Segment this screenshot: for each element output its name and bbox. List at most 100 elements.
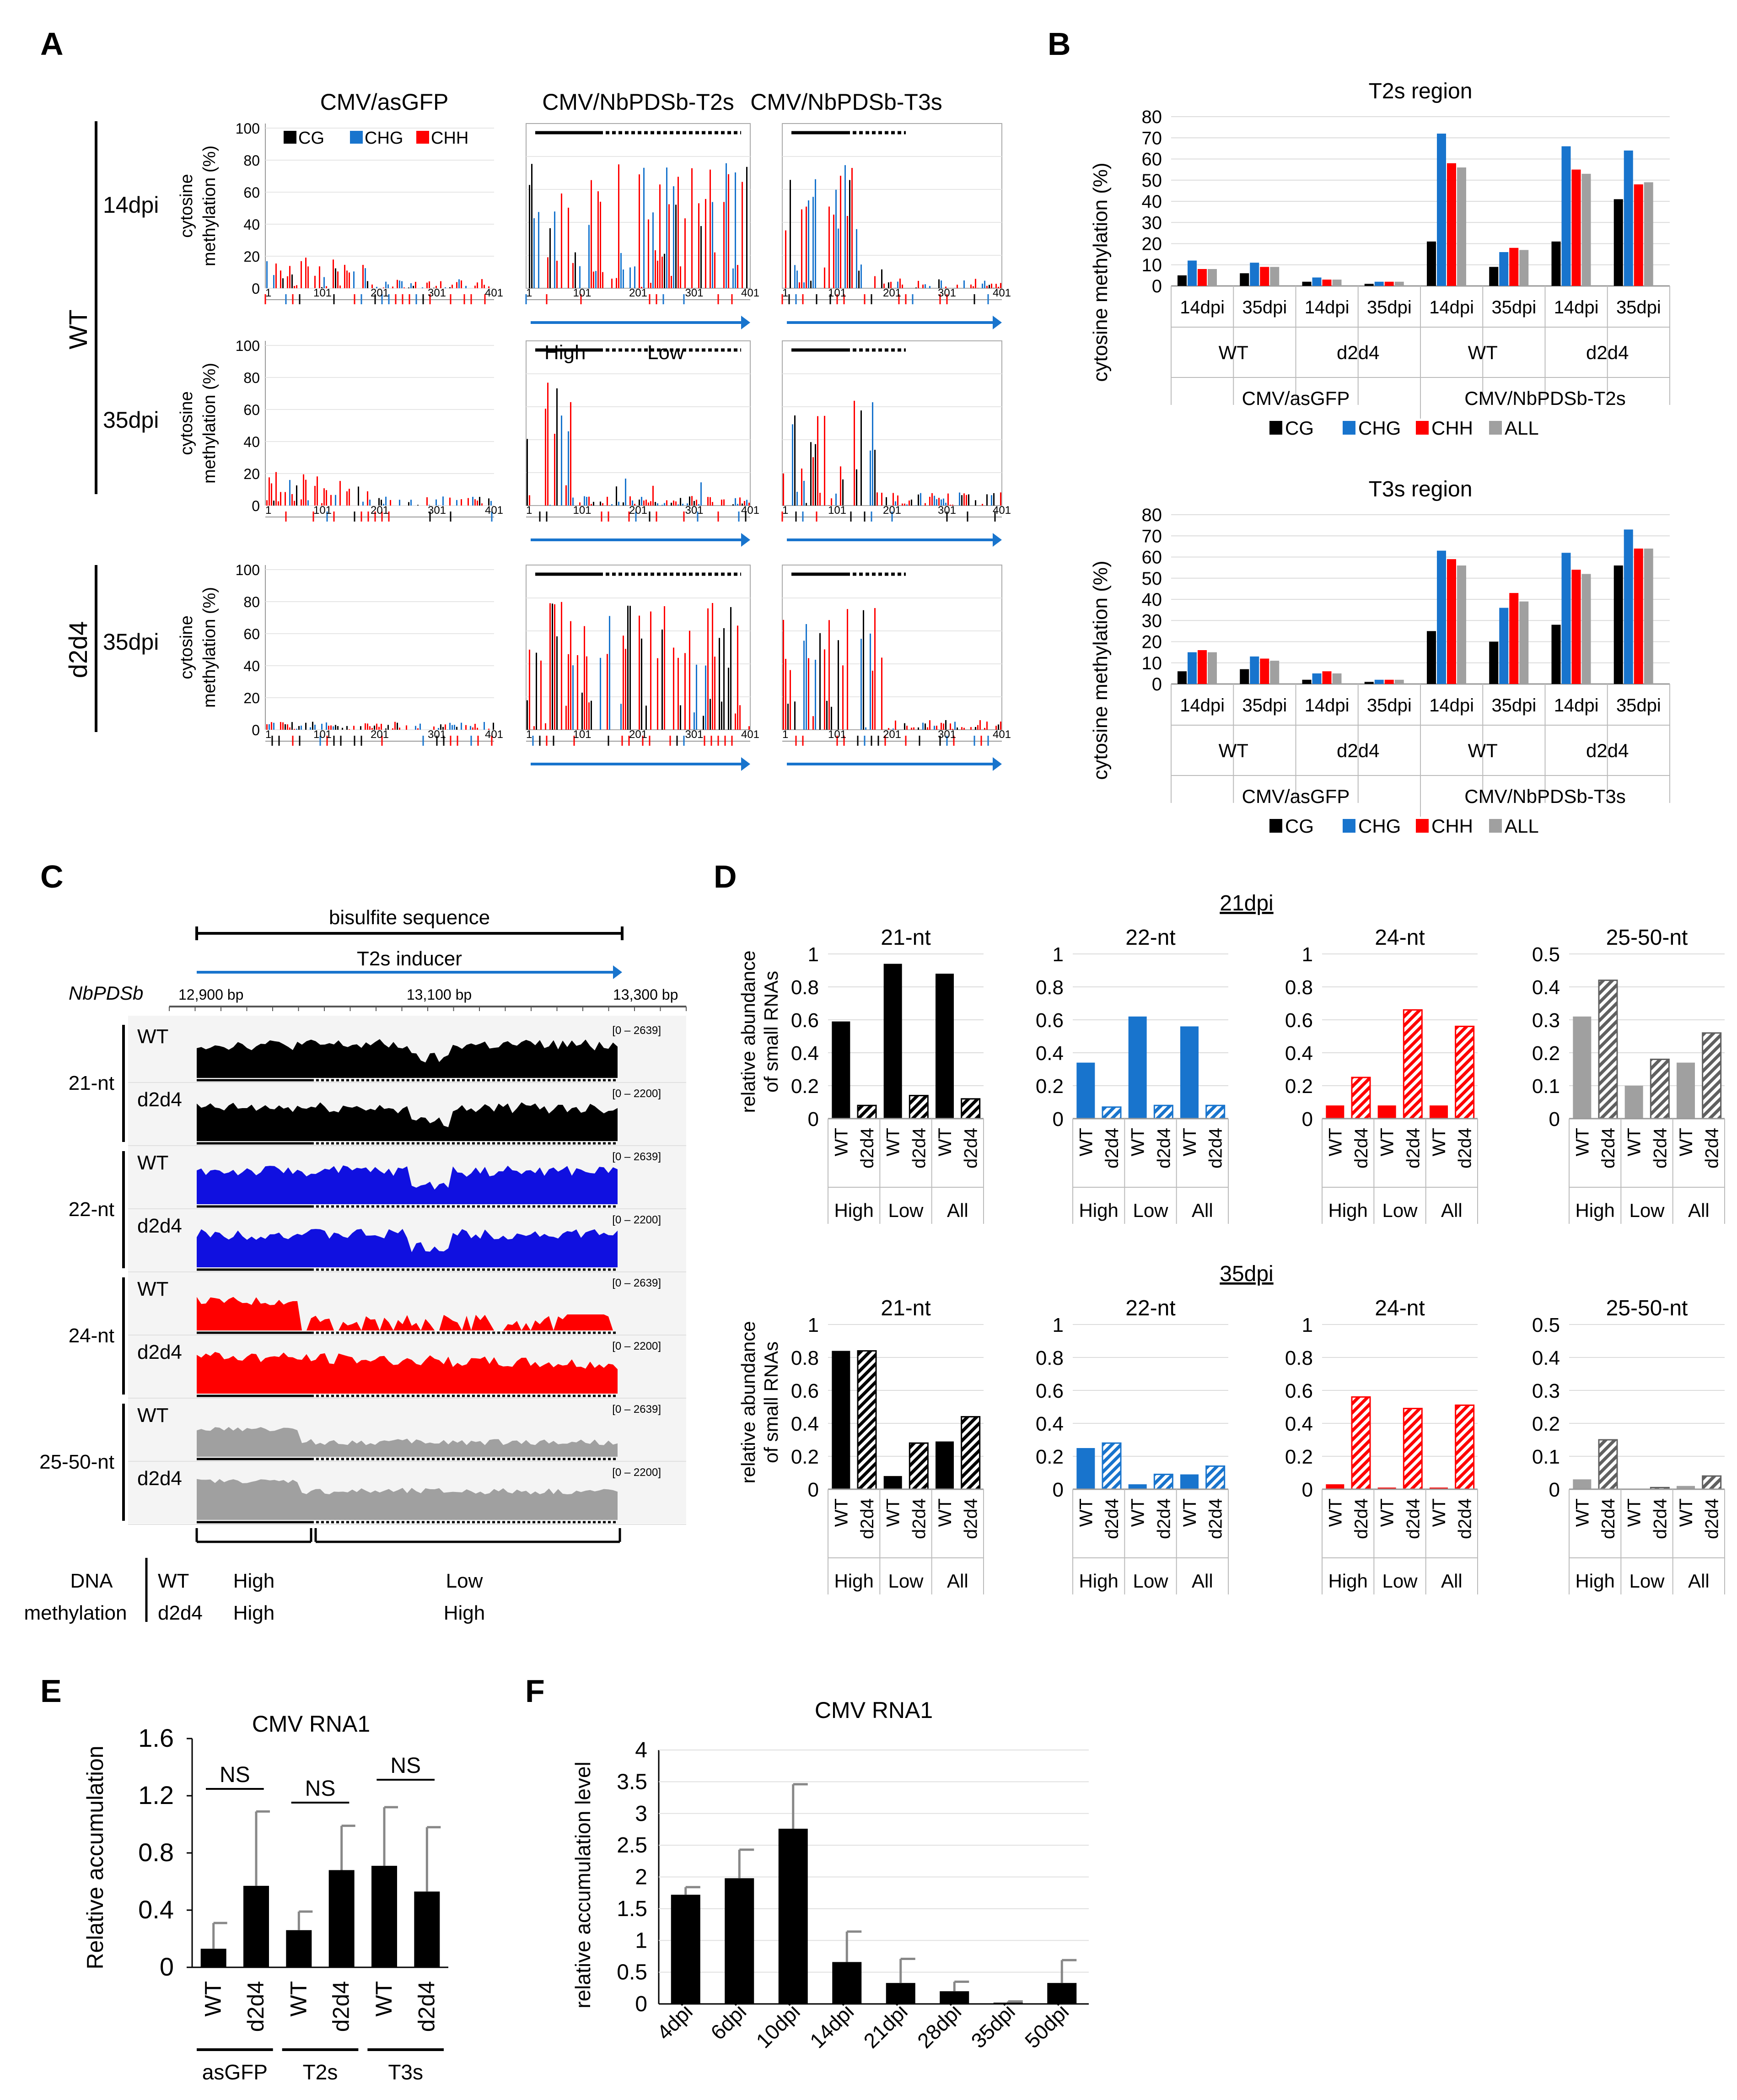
methyl-bar bbox=[824, 416, 825, 506]
legend-label-chg: CHG bbox=[1358, 417, 1401, 439]
bar-all bbox=[1270, 267, 1279, 286]
methyl-bar bbox=[982, 284, 983, 288]
methyl-bar bbox=[367, 723, 368, 730]
methyl-bar bbox=[572, 665, 574, 730]
y-axis-label: cytosine bbox=[177, 391, 196, 455]
y-tick: 0.8 bbox=[1036, 1347, 1064, 1369]
bar-chg bbox=[1437, 134, 1446, 286]
methyl-bar bbox=[989, 285, 990, 288]
high-label: High bbox=[544, 341, 586, 364]
bar-wt bbox=[1076, 1448, 1095, 1489]
y-axis-label: of small RNAs bbox=[760, 971, 782, 1093]
methyl-bar bbox=[710, 699, 711, 730]
x-tick: 1 bbox=[526, 287, 532, 299]
methyl-bar bbox=[904, 504, 905, 506]
x-group-label: High bbox=[1575, 1200, 1614, 1221]
methyl-bar bbox=[728, 668, 729, 730]
bar-chh bbox=[1634, 184, 1643, 286]
methyl-bar bbox=[349, 729, 350, 730]
y-tick: 1 bbox=[808, 943, 819, 966]
methyl-bar bbox=[703, 716, 704, 730]
x-bar-label: WT bbox=[883, 1498, 903, 1527]
y-tick: 40 bbox=[243, 434, 260, 450]
methyl-bar bbox=[810, 442, 812, 506]
methyl-bar bbox=[664, 503, 665, 506]
y-tick: 0 bbox=[1152, 674, 1162, 695]
methyl-bar bbox=[600, 658, 601, 730]
time-label: 21dpi bbox=[1220, 891, 1273, 915]
y-axis-label: relative accumulation level bbox=[571, 1761, 595, 2008]
methyl-bar bbox=[872, 402, 873, 506]
x-bar-label: WT bbox=[1676, 1498, 1696, 1527]
methyl-bar bbox=[860, 264, 862, 288]
x-tick: 201 bbox=[883, 728, 901, 741]
y-tick: 0.6 bbox=[1036, 1380, 1064, 1402]
methyl-bar bbox=[710, 170, 711, 288]
x-genotype: d2d4 bbox=[1586, 342, 1629, 363]
bar-chh bbox=[1447, 163, 1456, 286]
genotype-label-d2d4: d2d4 bbox=[64, 621, 92, 678]
x-tick: 301 bbox=[938, 728, 956, 741]
y-tick: 0.8 bbox=[1285, 1347, 1313, 1369]
methyl-bar bbox=[838, 640, 839, 730]
x-tick: 101 bbox=[828, 287, 846, 299]
methyl-bar bbox=[577, 655, 578, 730]
panel-label-a: A bbox=[40, 26, 64, 62]
methyl-bar bbox=[657, 503, 658, 506]
y-tick: 0.4 bbox=[791, 1042, 819, 1065]
methyl-bar bbox=[296, 285, 297, 288]
bar-d2d4 bbox=[1352, 1397, 1370, 1489]
methyl-bar bbox=[918, 495, 919, 506]
bar-chh bbox=[1634, 549, 1643, 684]
y-tick: 1.5 bbox=[617, 1897, 647, 1921]
legend-label-chg: CHG bbox=[365, 129, 403, 148]
y-axis-label: cytosine bbox=[177, 174, 196, 237]
bar-wt bbox=[936, 1442, 954, 1489]
x-genotype: WT bbox=[1219, 342, 1248, 363]
methyl-bar bbox=[865, 727, 866, 730]
bar-chg bbox=[1312, 673, 1322, 684]
y-tick: 50 bbox=[1142, 569, 1162, 589]
x-bar-label: d2d4 bbox=[1351, 1128, 1371, 1168]
x-tick: 301 bbox=[685, 728, 703, 741]
methyl-bar bbox=[680, 498, 681, 506]
x-tick-dpi: 14dpi bbox=[1305, 297, 1350, 318]
methyl-bar bbox=[581, 693, 583, 730]
x-tick: 401 bbox=[993, 728, 1011, 741]
bar-all bbox=[1519, 250, 1528, 286]
methyl-bar bbox=[275, 472, 277, 506]
bar-d2d4 bbox=[1154, 1475, 1172, 1489]
methyl-bar bbox=[465, 725, 467, 730]
methyl-bar bbox=[934, 726, 935, 730]
legend-label-chh: CHH bbox=[431, 129, 468, 148]
size-title: 21-nt bbox=[881, 1296, 930, 1320]
y-tick: 0.4 bbox=[1532, 1347, 1560, 1369]
x-tick: 101 bbox=[313, 287, 332, 299]
y-tick: 0.4 bbox=[791, 1413, 819, 1435]
methyl-bar bbox=[629, 606, 631, 730]
y-tick: 0.5 bbox=[617, 1960, 647, 1985]
methyl-bar bbox=[842, 665, 844, 730]
methyl-bar bbox=[678, 177, 679, 288]
x-group-label: T3s bbox=[388, 2060, 423, 2084]
methyl-bar bbox=[973, 286, 974, 288]
methyl-bar bbox=[936, 499, 937, 506]
methyl-left: High bbox=[233, 1602, 275, 1624]
panel-label-c: C bbox=[40, 859, 64, 894]
methyl-bar bbox=[346, 726, 348, 730]
methyl-bar bbox=[645, 705, 647, 730]
methyl-bar bbox=[449, 287, 451, 288]
methyl-bar bbox=[403, 287, 405, 288]
methyl-bar bbox=[723, 628, 725, 730]
bar-wt bbox=[832, 1022, 850, 1119]
bar-cg bbox=[1614, 199, 1623, 286]
methyl-bar bbox=[639, 174, 640, 288]
y-tick: 10 bbox=[1142, 653, 1162, 673]
methyl-bar bbox=[447, 729, 448, 730]
x-group-label: All bbox=[1441, 1570, 1463, 1592]
x-group-label: All bbox=[947, 1570, 968, 1592]
methyl-bar bbox=[979, 720, 981, 730]
y-tick: 0.4 bbox=[1285, 1042, 1313, 1065]
methyl-bar bbox=[668, 204, 670, 288]
bar-cg bbox=[1302, 282, 1312, 286]
